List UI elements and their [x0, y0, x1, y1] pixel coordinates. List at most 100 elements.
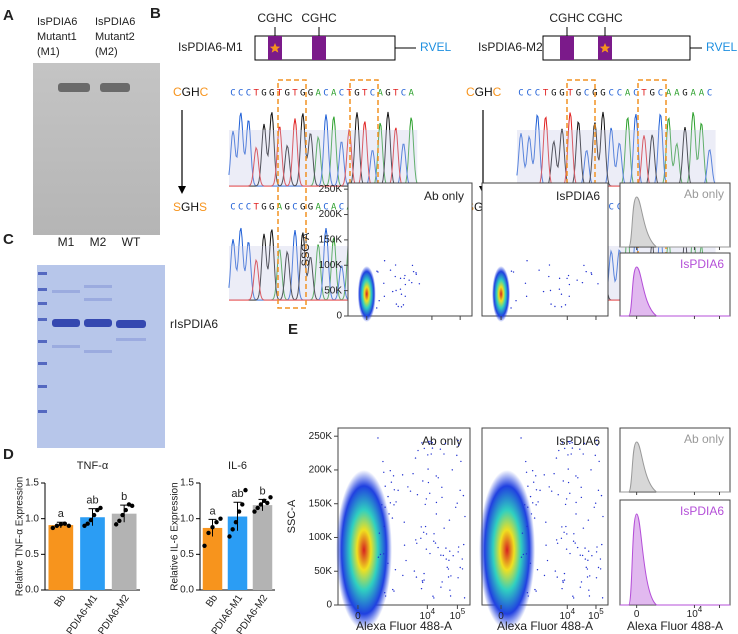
- base: T: [393, 89, 399, 99]
- event-dot: [443, 527, 445, 529]
- base: C: [608, 203, 613, 213]
- base: G: [261, 89, 266, 99]
- x-tick-label: 105: [588, 607, 604, 622]
- event-dot: [582, 453, 584, 455]
- event-dot: [515, 300, 517, 302]
- event-dot: [535, 504, 537, 506]
- event-dot: [404, 295, 406, 297]
- event-dot: [596, 444, 598, 446]
- event-dot: [408, 279, 410, 281]
- y-tick-label: 150K: [319, 235, 343, 246]
- base: G: [308, 89, 313, 99]
- event-dot: [575, 501, 577, 504]
- data-point: [120, 512, 125, 518]
- base: T: [254, 89, 260, 99]
- event-dot: [597, 489, 600, 492]
- significance-letter: a: [209, 505, 216, 517]
- event-dot: [563, 572, 566, 575]
- event-dot: [527, 595, 529, 597]
- motif-part: S: [199, 200, 207, 214]
- data-point: [62, 521, 68, 526]
- lane-label: M2: [90, 235, 107, 249]
- lane-label: IsPDIA6: [37, 16, 77, 28]
- base: T: [362, 89, 368, 99]
- data-point: [210, 525, 215, 530]
- event-dot: [543, 474, 545, 476]
- x-tick-label: 104: [559, 607, 575, 622]
- event-dot: [442, 554, 445, 557]
- plot-label: IsPDIA6: [556, 434, 600, 448]
- event-dot: [543, 574, 546, 577]
- event-dot: [575, 475, 577, 477]
- event-dot: [431, 441, 433, 444]
- data-point: [265, 500, 270, 506]
- event-dot: [395, 501, 397, 503]
- event-dot: [536, 569, 539, 571]
- x-tick-label: 104: [687, 605, 703, 620]
- density-cloud: [357, 266, 376, 322]
- event-dot: [429, 552, 431, 555]
- density-cloud: [335, 470, 392, 630]
- base: A: [378, 89, 384, 99]
- base: G: [682, 89, 687, 99]
- base: C: [238, 203, 243, 213]
- x-tick-label: Bb: [204, 593, 220, 610]
- event-dot: [431, 447, 434, 449]
- x-tick-base: 10: [420, 611, 432, 622]
- significance-letter: b: [121, 491, 127, 503]
- event-dot: [554, 305, 556, 308]
- event-dot: [392, 588, 394, 591]
- event-dot: [587, 559, 589, 562]
- base: G: [285, 203, 290, 213]
- event-dot: [581, 281, 584, 284]
- event-dot: [463, 597, 466, 599]
- base: C: [617, 203, 622, 213]
- event-dot: [560, 537, 563, 539]
- event-dot: [449, 595, 452, 597]
- event-dot: [432, 595, 434, 597]
- event-dot: [461, 558, 463, 560]
- event-dot: [425, 498, 428, 500]
- event-dot: [572, 540, 575, 542]
- data-point: [123, 507, 128, 513]
- event-dot: [405, 559, 407, 562]
- event-dot: [523, 504, 526, 506]
- base: C: [238, 89, 243, 99]
- event-dot: [569, 440, 571, 443]
- event-dot: [580, 496, 583, 499]
- event-dot: [418, 283, 421, 285]
- event-dot: [424, 525, 427, 528]
- event-dot: [421, 580, 424, 582]
- event-dot: [539, 489, 541, 492]
- event-dot: [422, 480, 424, 482]
- event-dot: [409, 490, 412, 492]
- event-dot: [587, 550, 590, 552]
- motif-domain: [560, 36, 574, 60]
- gel-band: [52, 319, 146, 328]
- base: A: [666, 89, 672, 99]
- base: T: [277, 89, 283, 99]
- event-dot: [407, 486, 409, 488]
- event-dot: [435, 513, 438, 515]
- base: C: [230, 89, 235, 99]
- lane-label: (M2): [95, 46, 118, 58]
- event-dot: [378, 532, 381, 534]
- histogram: [620, 513, 730, 606]
- event-dot: [532, 502, 534, 504]
- event-dot: [568, 283, 571, 286]
- event-dot: [556, 542, 559, 545]
- event-dot: [389, 269, 392, 271]
- lane-label: M1: [58, 235, 75, 249]
- base: A: [331, 203, 337, 213]
- hist-label: IsPDIA6: [680, 257, 724, 271]
- base: C: [230, 203, 235, 213]
- chart-title: IL-6: [228, 460, 247, 472]
- event-dot: [383, 260, 386, 262]
- motif-domain: [312, 36, 326, 60]
- event-dot: [580, 486, 582, 488]
- event-dot: [458, 444, 460, 446]
- event-dot: [602, 515, 604, 518]
- motif-part: C: [466, 85, 475, 99]
- significance-letter: a: [58, 508, 65, 520]
- panel-label: C: [3, 231, 14, 248]
